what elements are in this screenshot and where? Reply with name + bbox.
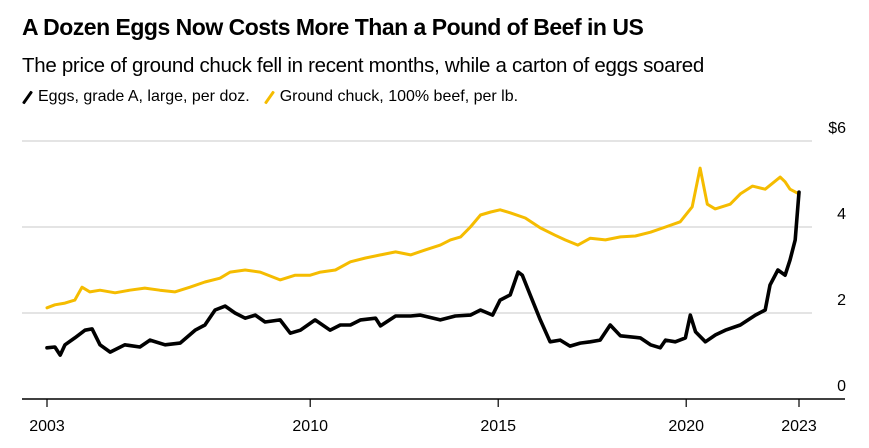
y-tick-label: 2	[837, 292, 846, 309]
legend: Eggs, grade A, large, per doz. Ground ch…	[21, 88, 532, 106]
legend-label-eggs: Eggs, grade A, large, per doz.	[38, 88, 250, 105]
y-tick-label: 4	[837, 206, 846, 223]
series-lines	[45, 166, 801, 357]
legend-item-beef: Ground chuck, 100% beef, per lb.	[263, 88, 519, 106]
x-axis: 2003 2010 2015 2020 2023	[22, 398, 845, 435]
x-tick-label: 2003	[29, 418, 65, 435]
legend-item-eggs: Eggs, grade A, large, per doz.	[21, 88, 250, 106]
legend-label-beef: Ground chuck, 100% beef, per lb.	[279, 88, 519, 105]
x-tick-label: 2015	[480, 418, 516, 435]
series-line-eggs	[45, 190, 801, 357]
series-line-beef	[45, 166, 801, 310]
y-tick-label: 0	[837, 378, 846, 395]
gridlines	[22, 140, 812, 314]
y-axis-labels: 0 2 4 $6	[828, 120, 846, 395]
chart-subtitle: The price of ground chuck fell in recent…	[22, 54, 704, 77]
y-tick-label: $6	[828, 120, 846, 137]
x-tick-label: 2023	[781, 418, 817, 435]
chart-title: A Dozen Eggs Now Costs More Than a Pound…	[22, 14, 644, 40]
x-tick-label: 2010	[292, 418, 328, 435]
x-tick-label: 2020	[668, 418, 704, 435]
